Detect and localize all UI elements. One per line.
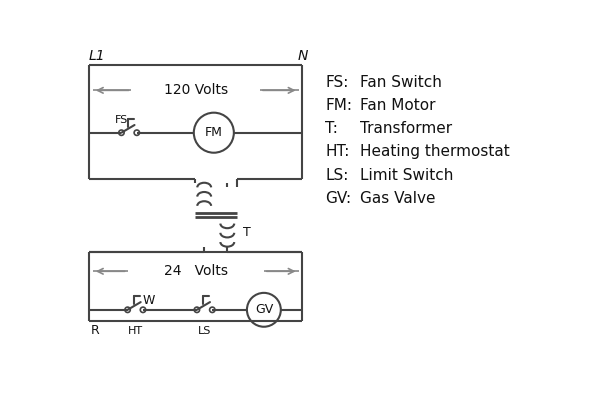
Text: T: T [242,226,250,239]
Text: LS: LS [198,326,211,336]
Text: L1: L1 [89,49,106,63]
Text: Transformer: Transformer [360,121,453,136]
Text: W: W [143,294,155,307]
Text: 24   Volts: 24 Volts [164,264,228,278]
Text: 120 Volts: 120 Volts [163,83,228,97]
Text: Gas Valve: Gas Valve [360,191,435,206]
Text: T:: T: [326,121,338,136]
Text: R: R [91,324,99,337]
Text: Limit Switch: Limit Switch [360,168,454,182]
Text: Heating thermostat: Heating thermostat [360,144,510,160]
Text: N: N [297,49,307,63]
Text: GV:: GV: [326,191,352,206]
Text: Fan Motor: Fan Motor [360,98,435,113]
Text: FM:: FM: [326,98,352,113]
Text: FM: FM [205,126,223,139]
Text: LS:: LS: [326,168,349,182]
Text: GV: GV [255,303,273,316]
Text: FS:: FS: [326,75,349,90]
Text: HT: HT [127,326,143,336]
Text: HT:: HT: [326,144,350,160]
Text: FS: FS [115,115,128,125]
Text: Fan Switch: Fan Switch [360,75,442,90]
